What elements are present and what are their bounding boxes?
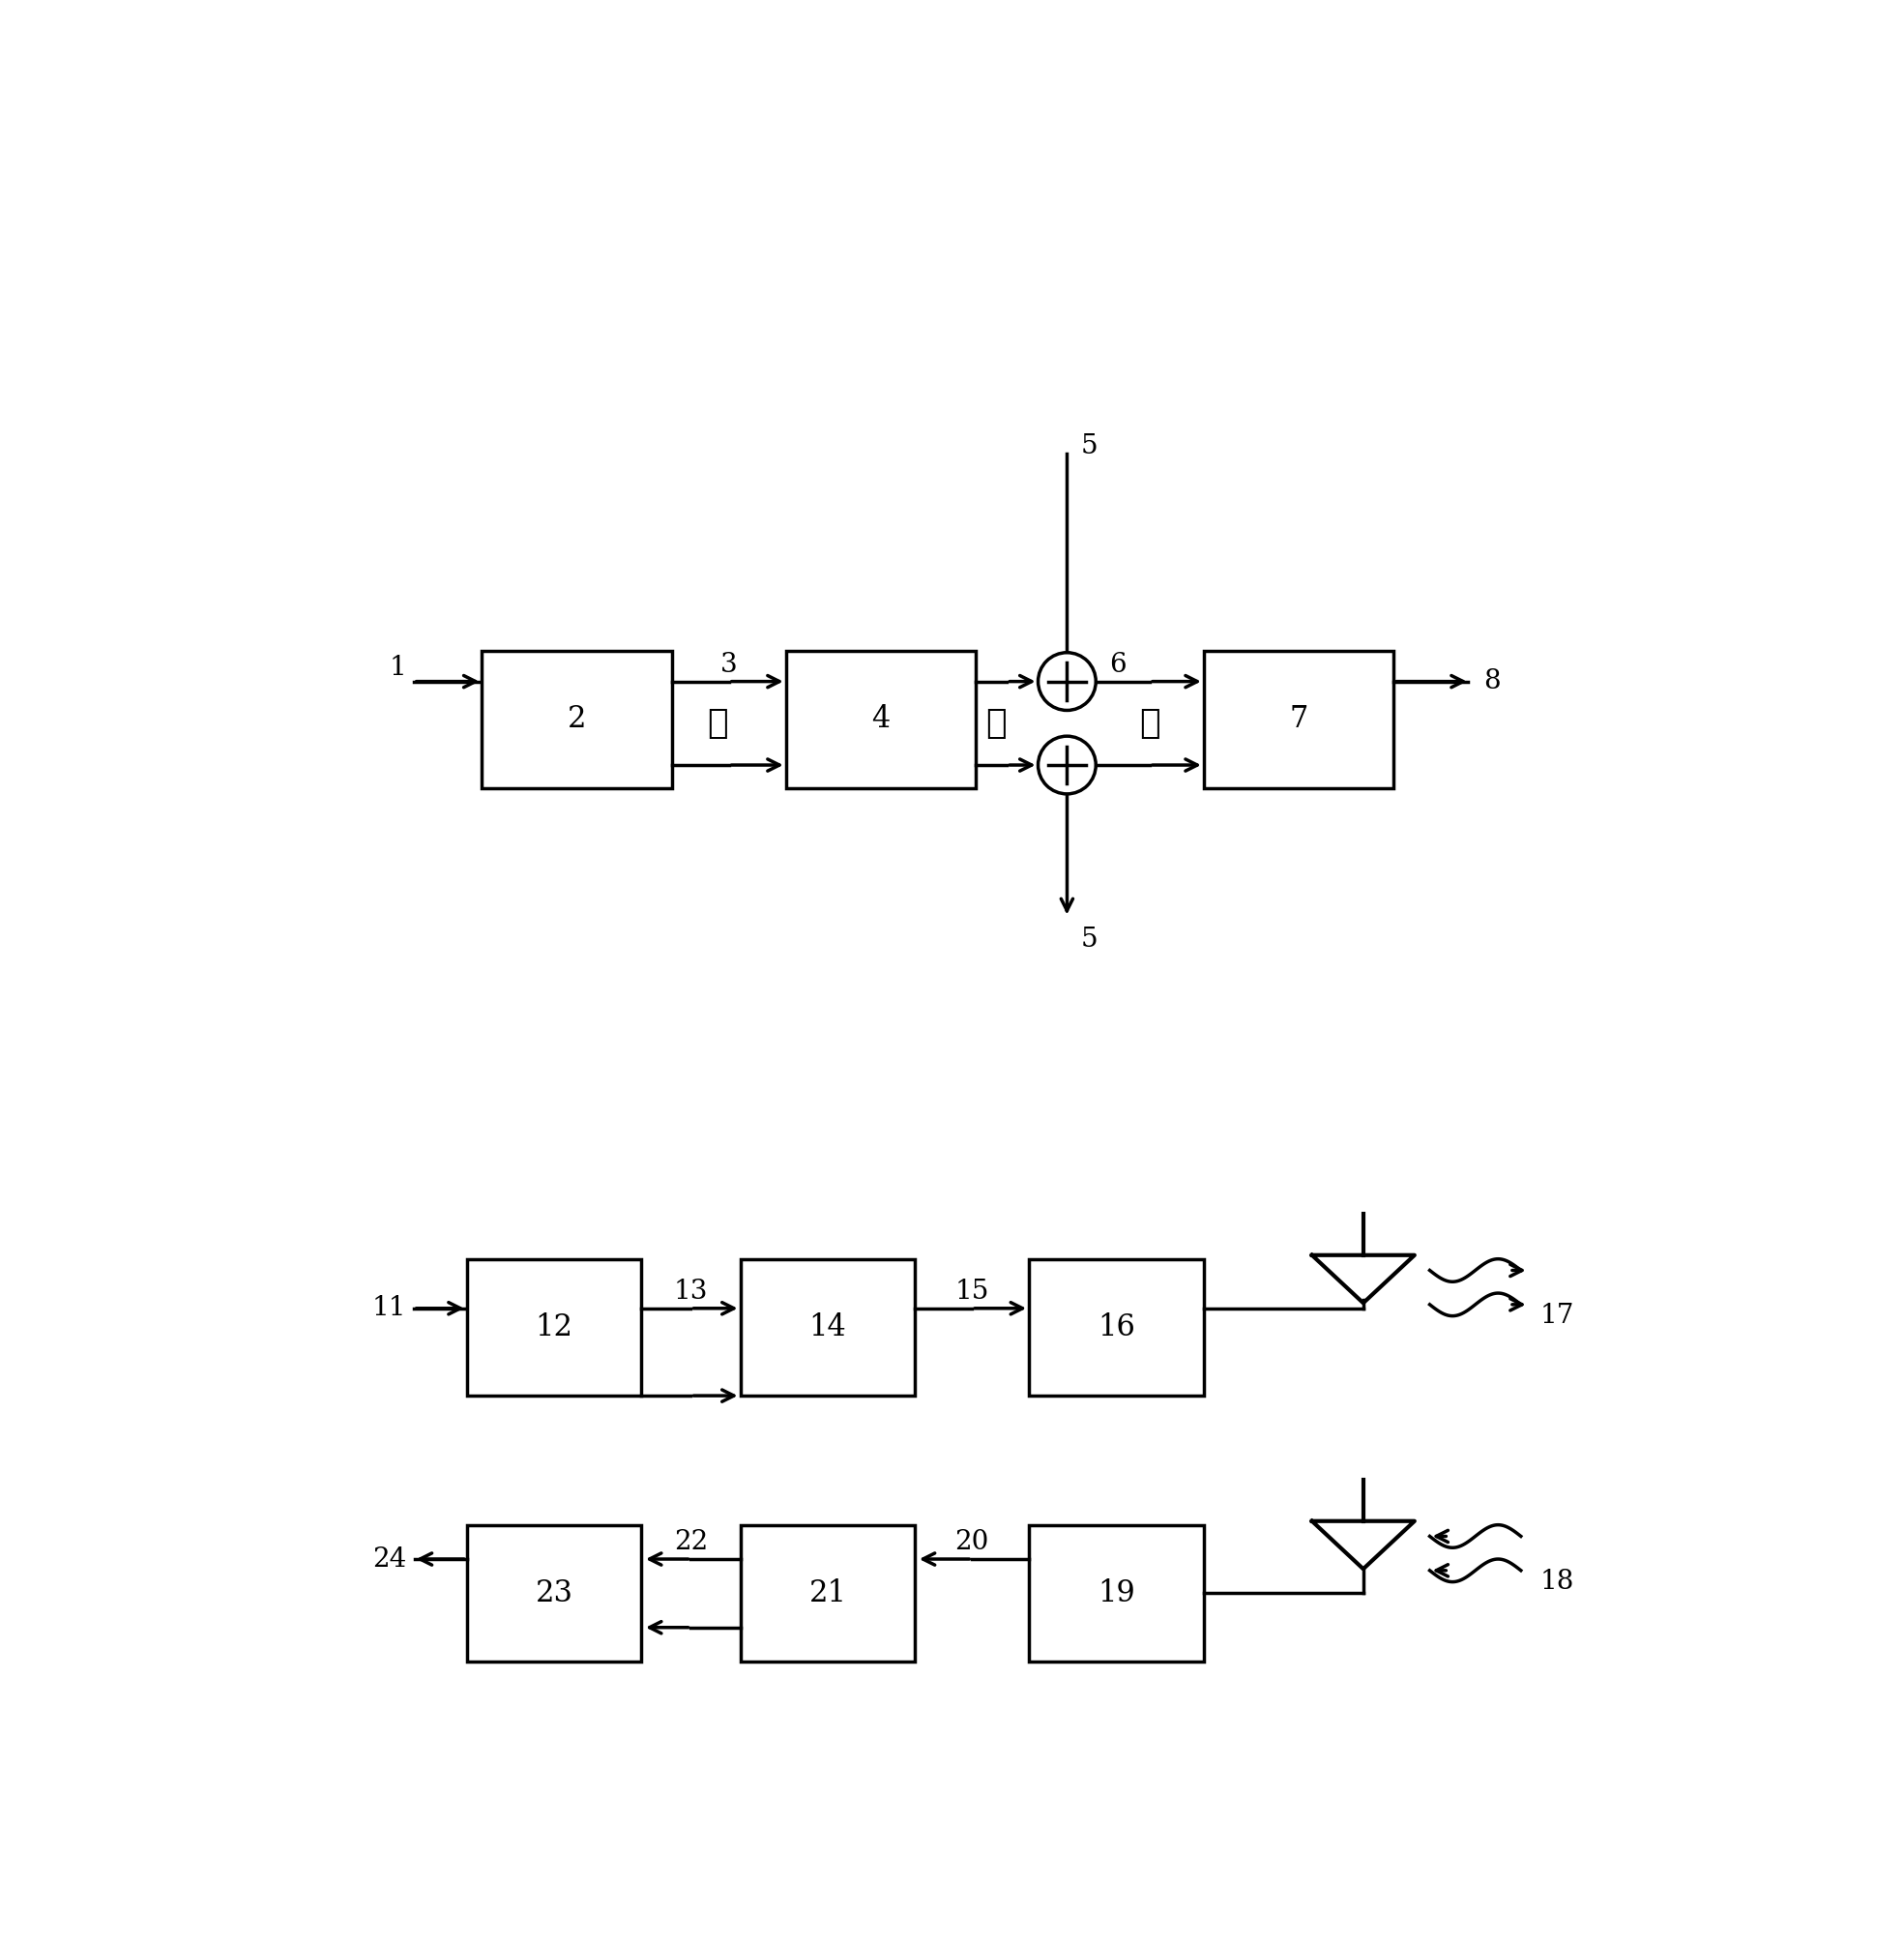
Bar: [1028, 1525, 1203, 1661]
Bar: [466, 1259, 642, 1395]
Circle shape: [1038, 653, 1097, 711]
Text: 3: 3: [720, 651, 737, 678]
Bar: [466, 1525, 642, 1661]
Text: 4: 4: [872, 705, 891, 734]
Text: 21: 21: [809, 1578, 847, 1609]
Text: 13: 13: [674, 1278, 708, 1304]
Text: ⋮: ⋮: [1139, 707, 1160, 740]
Text: 14: 14: [809, 1312, 847, 1343]
Text: 18: 18: [1540, 1568, 1575, 1595]
Text: 7: 7: [1289, 705, 1308, 734]
Text: 8: 8: [1483, 668, 1500, 694]
Text: 15: 15: [956, 1278, 988, 1304]
Text: 5: 5: [1081, 927, 1099, 952]
Text: 20: 20: [956, 1529, 988, 1556]
Text: ⋮: ⋮: [984, 707, 1005, 740]
Text: 6: 6: [1110, 651, 1127, 678]
Text: 16: 16: [1097, 1312, 1135, 1343]
Text: 17: 17: [1540, 1304, 1575, 1329]
Text: 11: 11: [371, 1296, 406, 1321]
Text: 24: 24: [371, 1547, 406, 1572]
Bar: [1028, 1259, 1203, 1395]
Text: 23: 23: [535, 1578, 573, 1609]
Text: 2: 2: [567, 705, 586, 734]
Text: 22: 22: [674, 1529, 708, 1556]
Circle shape: [1038, 736, 1097, 795]
Bar: [1203, 651, 1394, 787]
Bar: [741, 1259, 916, 1395]
Text: 12: 12: [535, 1312, 573, 1343]
Bar: [741, 1525, 916, 1661]
Bar: [786, 651, 977, 787]
Text: ⋮: ⋮: [706, 707, 727, 740]
Text: 5: 5: [1081, 433, 1099, 459]
Text: 1: 1: [388, 655, 406, 680]
Bar: [482, 651, 672, 787]
Text: 19: 19: [1097, 1578, 1135, 1609]
